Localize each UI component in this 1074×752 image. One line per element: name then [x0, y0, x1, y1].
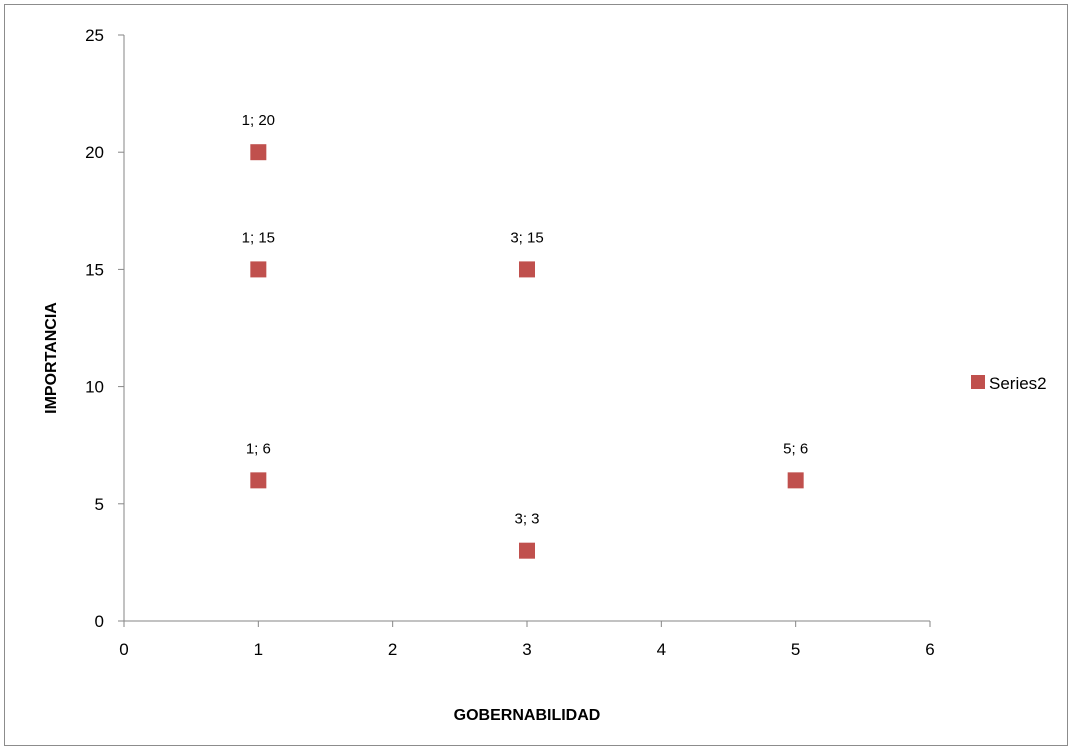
- data-points: [250, 144, 804, 559]
- y-axis-title: IMPORTANCIA: [43, 302, 60, 414]
- y-tick-labels: 0 5 10 15 20 25: [85, 26, 104, 631]
- data-label: 1; 20: [242, 112, 275, 129]
- x-tick-label: 0: [119, 640, 128, 659]
- y-tick-label: 25: [85, 26, 104, 45]
- y-tick-label: 0: [95, 612, 104, 631]
- x-tick-label: 5: [791, 640, 800, 659]
- data-label: 1; 6: [246, 440, 271, 457]
- x-tick-label: 6: [925, 640, 934, 659]
- data-label: 1; 15: [242, 229, 275, 246]
- data-label: 5; 6: [783, 440, 808, 457]
- y-tick-label: 5: [95, 495, 104, 514]
- chart-frame: [4, 4, 1068, 746]
- data-point: [250, 144, 267, 161]
- data-point: [250, 472, 267, 489]
- legend: Series2: [971, 374, 1047, 393]
- y-tick-label: 20: [85, 143, 104, 162]
- axes: [118, 34, 931, 627]
- x-tick-label: 1: [254, 640, 263, 659]
- x-tick-labels: 0 1 2 3 4 5 6: [119, 640, 934, 659]
- data-point: [787, 472, 804, 489]
- y-tick-label: 15: [85, 260, 104, 279]
- legend-swatch: [971, 375, 985, 389]
- y-tick-label: 10: [85, 378, 104, 397]
- legend-label: Series2: [989, 374, 1047, 393]
- x-axis-title: GOBERNABILIDAD: [454, 707, 601, 724]
- x-tick-label: 3: [522, 640, 531, 659]
- x-tick-label: 4: [657, 640, 666, 659]
- x-tick-label: 2: [388, 640, 397, 659]
- data-label: 3; 15: [510, 229, 543, 246]
- data-point: [250, 261, 267, 278]
- data-labels: 1; 20 1; 15 3; 15 1; 6 5; 6 3; 3: [242, 112, 809, 527]
- data-label: 3; 3: [514, 511, 539, 528]
- data-point: [519, 542, 535, 559]
- data-point: [519, 261, 535, 278]
